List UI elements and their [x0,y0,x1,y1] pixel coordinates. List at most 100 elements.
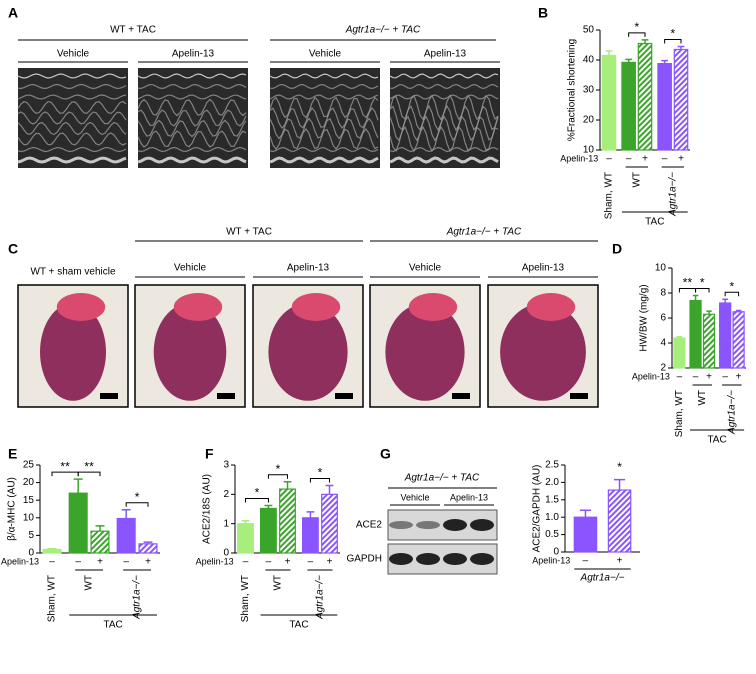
echo-trace [17,73,127,79]
super-group-label: TAC [103,620,122,631]
y-tick-label: 1.5 [545,494,559,505]
echo-trace [137,119,247,138]
image-label: Apelin-13 [287,263,330,274]
significance-label: * [634,20,639,34]
heart [153,303,227,401]
group-title: WT + TAC [226,227,272,238]
error-bar [241,519,250,524]
group-label: Agtr1a−/− [580,573,625,584]
error-bar [73,478,83,494]
y-tick-label: 0 [223,548,229,559]
heart [500,303,586,401]
bar [321,493,338,554]
heart [40,303,106,401]
error-bar [325,484,334,495]
significance-label: * [730,279,735,293]
bar [673,337,686,369]
treatment-row-label: Apelin-13 [560,153,598,163]
group-label: WT [273,575,284,591]
echo-trace [17,132,127,146]
treatment-row-label: Apelin-13 [532,555,570,565]
bar [689,299,702,369]
bar [637,42,653,151]
panel-label: F [205,446,214,462]
y-tick-label: 30 [583,85,595,96]
heart [385,303,465,401]
bar [732,311,745,369]
group-label: Sham, WT [604,172,615,219]
treatment-label: – [626,154,632,165]
treatment-label: – [75,557,81,568]
y-tick-label: 0.5 [545,529,559,540]
lane-label: Vehicle [400,492,429,502]
treatment-label: + [678,154,684,165]
panel-label: B [538,5,548,21]
echo-trace [389,125,499,153]
bar [138,543,158,554]
y-tick-label: 20 [583,115,595,126]
bar [607,489,632,553]
echo-trace [389,156,499,164]
treatment-label: – [123,557,129,568]
group-label: Agtr1a−/− [315,575,326,620]
y-tick-label: 0 [553,547,559,558]
echo-trace [137,73,247,79]
significance-label: * [135,490,140,504]
y-tick-label: 2.0 [545,477,559,488]
error-bar [264,504,273,509]
group-label: Agtr1a−/− [667,172,678,217]
echo-trace [17,121,127,136]
bar [301,517,319,554]
significance-bracket [695,288,710,293]
echo-trace [389,146,499,153]
echo-trace [269,146,379,153]
band [416,521,440,529]
echo-trace [137,109,247,127]
echo-trace [389,94,499,100]
treatment-label: – [308,557,314,568]
image-label: WT + sham vehicle [30,267,116,278]
treatment-row-label: Apelin-13 [1,556,39,566]
significance-bracket [267,474,288,479]
y-axis-label: %Fractional shortening [567,39,578,141]
group-label: Agtr1a−/− [132,575,143,620]
group-label: Sham, WT [674,390,685,437]
group-label: WT [697,390,708,406]
treatment-label: + [617,556,623,567]
echo-trace [389,83,499,90]
treatment-label: – [243,557,249,568]
y-tick-label: 0 [28,548,34,559]
echo-image [18,68,128,168]
heart [268,303,348,401]
band [470,553,494,565]
y-tick-label: 40 [583,55,595,66]
error-bar [306,511,315,518]
error-bar [613,478,626,491]
group-label: Sham, WT [47,575,58,622]
treatment-label: + [736,372,742,383]
group-label: Agtr1a−/− [727,390,738,435]
bar [42,548,62,554]
echo-image [138,68,248,168]
image-label: Vehicle [57,49,90,60]
error-bar [605,50,613,56]
echo-trace [17,94,127,100]
group-label: Sham, WT [240,575,251,622]
y-tick-label: 10 [583,145,595,156]
significance-bracket [628,32,646,37]
significance-label: * [318,466,323,480]
band [389,521,413,529]
significance-label: * [700,276,705,290]
super-group-label: TAC [645,217,664,228]
image-label: Apelin-13 [424,49,467,60]
significance-bracket [77,471,101,477]
error-bar [676,336,683,338]
treatment-label: + [327,557,333,568]
echo-trace [269,94,379,100]
y-tick-label: 4 [660,338,666,349]
heart-top [291,293,341,321]
scale-bar [570,393,588,399]
y-tick-label: 10 [23,512,35,523]
significance-bracket [245,497,269,503]
band [443,553,467,565]
